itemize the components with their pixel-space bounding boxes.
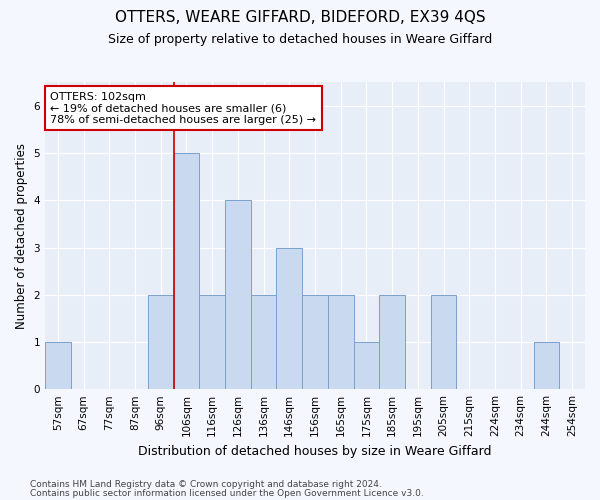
Bar	[45, 342, 71, 389]
Y-axis label: Number of detached properties: Number of detached properties	[15, 143, 28, 329]
Bar	[251, 295, 277, 389]
Bar	[225, 200, 251, 389]
Bar	[148, 295, 173, 389]
Bar	[199, 295, 225, 389]
Text: Contains HM Land Registry data © Crown copyright and database right 2024.: Contains HM Land Registry data © Crown c…	[30, 480, 382, 489]
Bar	[533, 342, 559, 389]
Bar	[328, 295, 353, 389]
Text: OTTERS, WEARE GIFFARD, BIDEFORD, EX39 4QS: OTTERS, WEARE GIFFARD, BIDEFORD, EX39 4Q…	[115, 10, 485, 25]
Bar	[277, 248, 302, 389]
Text: OTTERS: 102sqm
← 19% of detached houses are smaller (6)
78% of semi-detached hou: OTTERS: 102sqm ← 19% of detached houses …	[50, 92, 316, 125]
Bar	[302, 295, 328, 389]
Bar	[173, 154, 199, 389]
Bar	[353, 342, 379, 389]
X-axis label: Distribution of detached houses by size in Weare Giffard: Distribution of detached houses by size …	[138, 444, 492, 458]
Bar	[431, 295, 457, 389]
Text: Size of property relative to detached houses in Weare Giffard: Size of property relative to detached ho…	[108, 32, 492, 46]
Text: Contains public sector information licensed under the Open Government Licence v3: Contains public sector information licen…	[30, 488, 424, 498]
Bar	[379, 295, 405, 389]
